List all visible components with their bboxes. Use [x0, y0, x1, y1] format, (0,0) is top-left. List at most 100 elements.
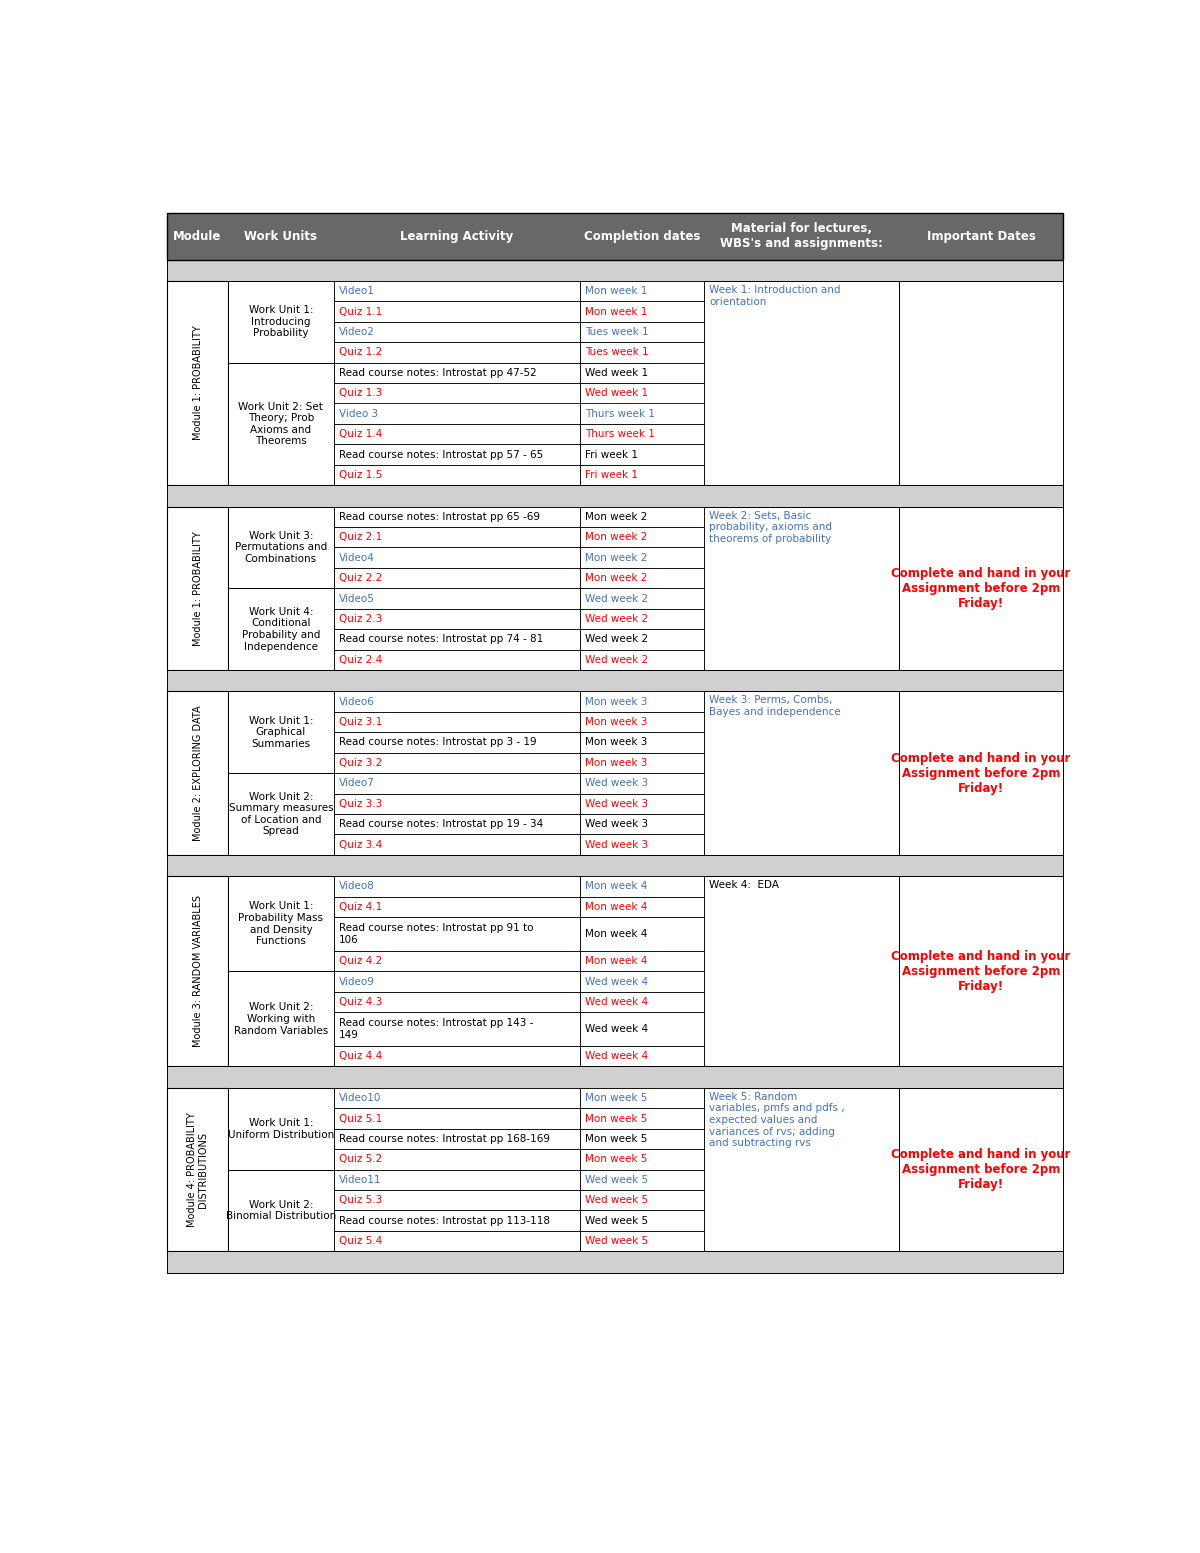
- Text: Mon week 3: Mon week 3: [586, 738, 648, 747]
- Bar: [228, 589, 334, 669]
- Bar: [580, 1109, 703, 1129]
- Text: Wed week 4: Wed week 4: [586, 1051, 649, 1061]
- Text: Work Unit 4:
Conditional
Probability and
Independence: Work Unit 4: Conditional Probability and…: [241, 607, 320, 652]
- Text: Wed week 5: Wed week 5: [586, 1236, 649, 1246]
- Bar: [580, 548, 703, 568]
- Bar: [899, 876, 1063, 1067]
- Bar: [334, 301, 580, 321]
- Bar: [167, 1067, 1063, 1089]
- Text: Work Unit 2:
Working with
Random Variables: Work Unit 2: Working with Random Variabl…: [234, 1002, 328, 1036]
- Text: Wed week 4: Wed week 4: [586, 1023, 649, 1034]
- Text: Quiz 5.1: Quiz 5.1: [340, 1114, 383, 1124]
- Text: Quiz 2.3: Quiz 2.3: [340, 613, 383, 624]
- Bar: [334, 424, 580, 444]
- Bar: [580, 404, 703, 424]
- Bar: [580, 1169, 703, 1190]
- Bar: [334, 1210, 580, 1232]
- Text: Module 1: PROBABILITY: Module 1: PROBABILITY: [192, 531, 203, 646]
- Bar: [334, 1109, 580, 1129]
- Bar: [228, 363, 334, 485]
- Text: Read course notes: Introstat pp 57 - 65: Read course notes: Introstat pp 57 - 65: [340, 449, 544, 460]
- Bar: [334, 609, 580, 629]
- Text: Quiz 4.4: Quiz 4.4: [340, 1051, 383, 1061]
- Bar: [703, 506, 899, 669]
- Text: Wed week 2: Wed week 2: [586, 634, 649, 644]
- Bar: [580, 691, 703, 711]
- Bar: [228, 281, 334, 363]
- Bar: [334, 444, 580, 464]
- Text: Work Unit 2:
Binomial Distribution: Work Unit 2: Binomial Distribution: [226, 1199, 336, 1221]
- Text: Work Unit 1:
Probability Mass
and Density
Functions: Work Unit 1: Probability Mass and Densit…: [239, 901, 323, 946]
- Text: Module 3: RANDOM VARIABLES: Module 3: RANDOM VARIABLES: [192, 896, 203, 1047]
- Bar: [334, 773, 580, 794]
- Bar: [580, 363, 703, 384]
- Bar: [580, 753, 703, 773]
- Text: Video1: Video1: [340, 286, 374, 297]
- Bar: [334, 1232, 580, 1252]
- Bar: [167, 1252, 1063, 1273]
- Bar: [228, 691, 334, 773]
- Text: Video10: Video10: [340, 1093, 382, 1103]
- Bar: [334, 1149, 580, 1169]
- Text: Video4: Video4: [340, 553, 374, 562]
- Bar: [580, 814, 703, 834]
- Bar: [703, 1089, 899, 1252]
- Text: Module: Module: [173, 230, 222, 242]
- Bar: [580, 1129, 703, 1149]
- Text: Quiz 1.5: Quiz 1.5: [340, 471, 383, 480]
- Bar: [334, 342, 580, 363]
- Bar: [899, 1089, 1063, 1252]
- Bar: [334, 568, 580, 589]
- Bar: [334, 321, 580, 342]
- Bar: [580, 1210, 703, 1232]
- Bar: [334, 753, 580, 773]
- Bar: [580, 1190, 703, 1210]
- Text: Thurs week 1: Thurs week 1: [586, 429, 655, 439]
- Text: Quiz 2.2: Quiz 2.2: [340, 573, 383, 582]
- Text: Quiz 4.2: Quiz 4.2: [340, 957, 383, 966]
- Bar: [167, 854, 1063, 876]
- Text: Wed week 5: Wed week 5: [586, 1216, 649, 1225]
- Text: Quiz 1.4: Quiz 1.4: [340, 429, 383, 439]
- Bar: [334, 896, 580, 918]
- Text: Wed week 4: Wed week 4: [586, 997, 649, 1006]
- Text: Mon week 5: Mon week 5: [586, 1154, 648, 1165]
- Text: Wed week 3: Wed week 3: [586, 798, 649, 809]
- Bar: [228, 773, 334, 854]
- Text: Mon week 3: Mon week 3: [586, 717, 648, 727]
- Text: Mon week 1: Mon week 1: [586, 286, 648, 297]
- Text: Thurs week 1: Thurs week 1: [586, 408, 655, 419]
- Text: Video5: Video5: [340, 593, 374, 604]
- Text: Mon week 5: Mon week 5: [586, 1134, 648, 1145]
- Text: Mon week 2: Mon week 2: [586, 573, 648, 582]
- Bar: [580, 444, 703, 464]
- Bar: [228, 971, 334, 1067]
- Text: Work Unit 2: Set
Theory; Prob
Axioms and
Theorems: Work Unit 2: Set Theory; Prob Axioms and…: [239, 402, 323, 446]
- Text: Important Dates: Important Dates: [926, 230, 1036, 242]
- Text: Mon week 3: Mon week 3: [586, 697, 648, 707]
- Bar: [334, 548, 580, 568]
- Text: Mon week 3: Mon week 3: [586, 758, 648, 767]
- Bar: [334, 649, 580, 669]
- Text: Fri week 1: Fri week 1: [586, 471, 638, 480]
- Bar: [167, 506, 228, 669]
- Text: Mon week 4: Mon week 4: [586, 957, 648, 966]
- Bar: [334, 971, 580, 992]
- Text: Mon week 5: Mon week 5: [586, 1114, 648, 1124]
- Bar: [580, 464, 703, 485]
- Bar: [334, 526, 580, 548]
- Text: Video2: Video2: [340, 328, 374, 337]
- Text: Mon week 2: Mon week 2: [586, 533, 648, 542]
- Text: Video9: Video9: [340, 977, 374, 986]
- Bar: [334, 363, 580, 384]
- Bar: [334, 589, 580, 609]
- Text: Wed week 2: Wed week 2: [586, 593, 649, 604]
- Bar: [334, 1047, 580, 1067]
- Bar: [167, 213, 1063, 259]
- Bar: [228, 876, 334, 971]
- Text: Read course notes: Introstat pp 19 - 34: Read course notes: Introstat pp 19 - 34: [340, 818, 544, 829]
- Text: Quiz 5.4: Quiz 5.4: [340, 1236, 383, 1246]
- Bar: [228, 506, 334, 589]
- Text: Wed week 5: Wed week 5: [586, 1176, 649, 1185]
- Bar: [703, 281, 899, 485]
